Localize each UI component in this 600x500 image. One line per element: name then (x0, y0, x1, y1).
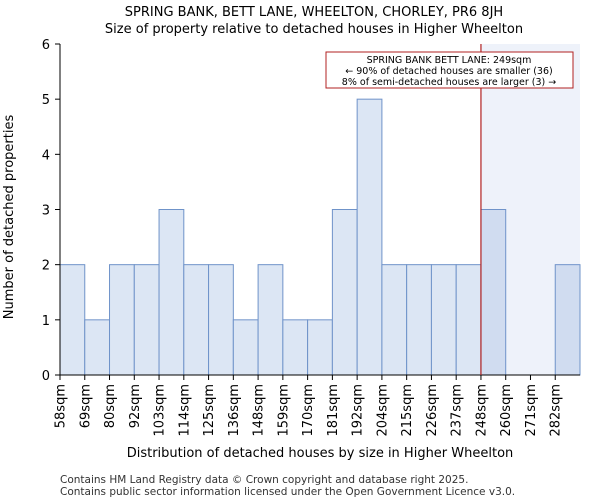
y-ticks: 0 1 2 3 4 5 6 (42, 38, 60, 384)
bar-136sqm (232, 319, 259, 376)
bar-192sqm (356, 98, 383, 376)
y-tick-label: 4 (42, 148, 50, 163)
bar-248sqm (480, 209, 507, 376)
y-tick-label: 0 (42, 369, 50, 384)
x-tick-label: 237sqm (450, 384, 465, 437)
bar-215sqm (406, 264, 432, 376)
x-tick-label: 159sqm (276, 384, 291, 437)
x-tick-label: 114sqm (177, 384, 192, 437)
bar-204sqm (381, 264, 408, 376)
bar-282sqm (554, 264, 581, 376)
x-tick-label: 136sqm (227, 384, 242, 437)
x-tick-label: 282sqm (549, 384, 564, 437)
y-axis-label: Number of detached properties (2, 115, 17, 320)
y-tick-label: 5 (42, 93, 50, 108)
bar-170sqm (307, 319, 333, 376)
x-ticks: 58sqm 69sqm 80sqm 92sqm 103sqm 114sqm 125sqm 13… (54, 375, 564, 437)
chart-subtitle: Size of property relative to detached ho… (105, 22, 523, 37)
x-tick-label: 58sqm (54, 384, 69, 428)
bar-58sqm (59, 264, 86, 376)
x-tick-label: 192sqm (351, 384, 366, 437)
bar-148sqm (257, 264, 284, 376)
x-tick-label: 80sqm (103, 384, 118, 428)
x-tick-label: 260sqm (499, 384, 514, 437)
bar-69sqm (84, 319, 111, 376)
x-tick-label: 215sqm (400, 384, 415, 437)
annotation-line-3: 8% of semi-detached houses are larger (3… (342, 77, 556, 88)
bar-125sqm (208, 264, 234, 376)
bar-159sqm (282, 319, 309, 376)
y-tick-label: 3 (42, 204, 50, 219)
y-tick-label: 1 (42, 314, 50, 329)
annotation-line-1: SPRING BANK BETT LANE: 249sqm (367, 55, 532, 66)
footer-line-1: Contains HM Land Registry data © Crown c… (60, 474, 468, 486)
bar-181sqm (331, 209, 358, 376)
x-tick-label: 103sqm (153, 384, 168, 437)
annotation-line-2: ← 90% of detached houses are smaller (36… (345, 66, 552, 77)
footer-line-2: Contains public sector information licen… (60, 486, 515, 498)
bar-92sqm (133, 264, 160, 376)
y-tick-label: 6 (42, 38, 50, 53)
bar-103sqm (158, 209, 185, 376)
x-tick-label: 125sqm (202, 384, 217, 437)
bar-237sqm (455, 264, 482, 376)
chart-title: SPRING BANK, BETT LANE, WHEELTON, CHORLE… (125, 5, 503, 20)
x-tick-label: 271sqm (524, 384, 539, 437)
bar-80sqm (109, 264, 135, 376)
x-axis-label: Distribution of detached houses by size … (127, 446, 514, 461)
x-tick-label: 148sqm (252, 384, 267, 437)
x-tick-label: 69sqm (78, 384, 93, 428)
x-tick-label: 248sqm (474, 384, 489, 437)
bar-226sqm (430, 264, 457, 376)
x-tick-label: 226sqm (425, 384, 440, 437)
x-tick-label: 92sqm (128, 384, 143, 428)
y-tick-label: 2 (42, 259, 50, 274)
bars (59, 98, 581, 376)
x-tick-label: 204sqm (375, 384, 390, 437)
annotation-box (325, 51, 574, 89)
x-tick-label: 170sqm (301, 384, 316, 437)
x-tick-label: 181sqm (326, 384, 341, 437)
bar-114sqm (183, 264, 210, 376)
